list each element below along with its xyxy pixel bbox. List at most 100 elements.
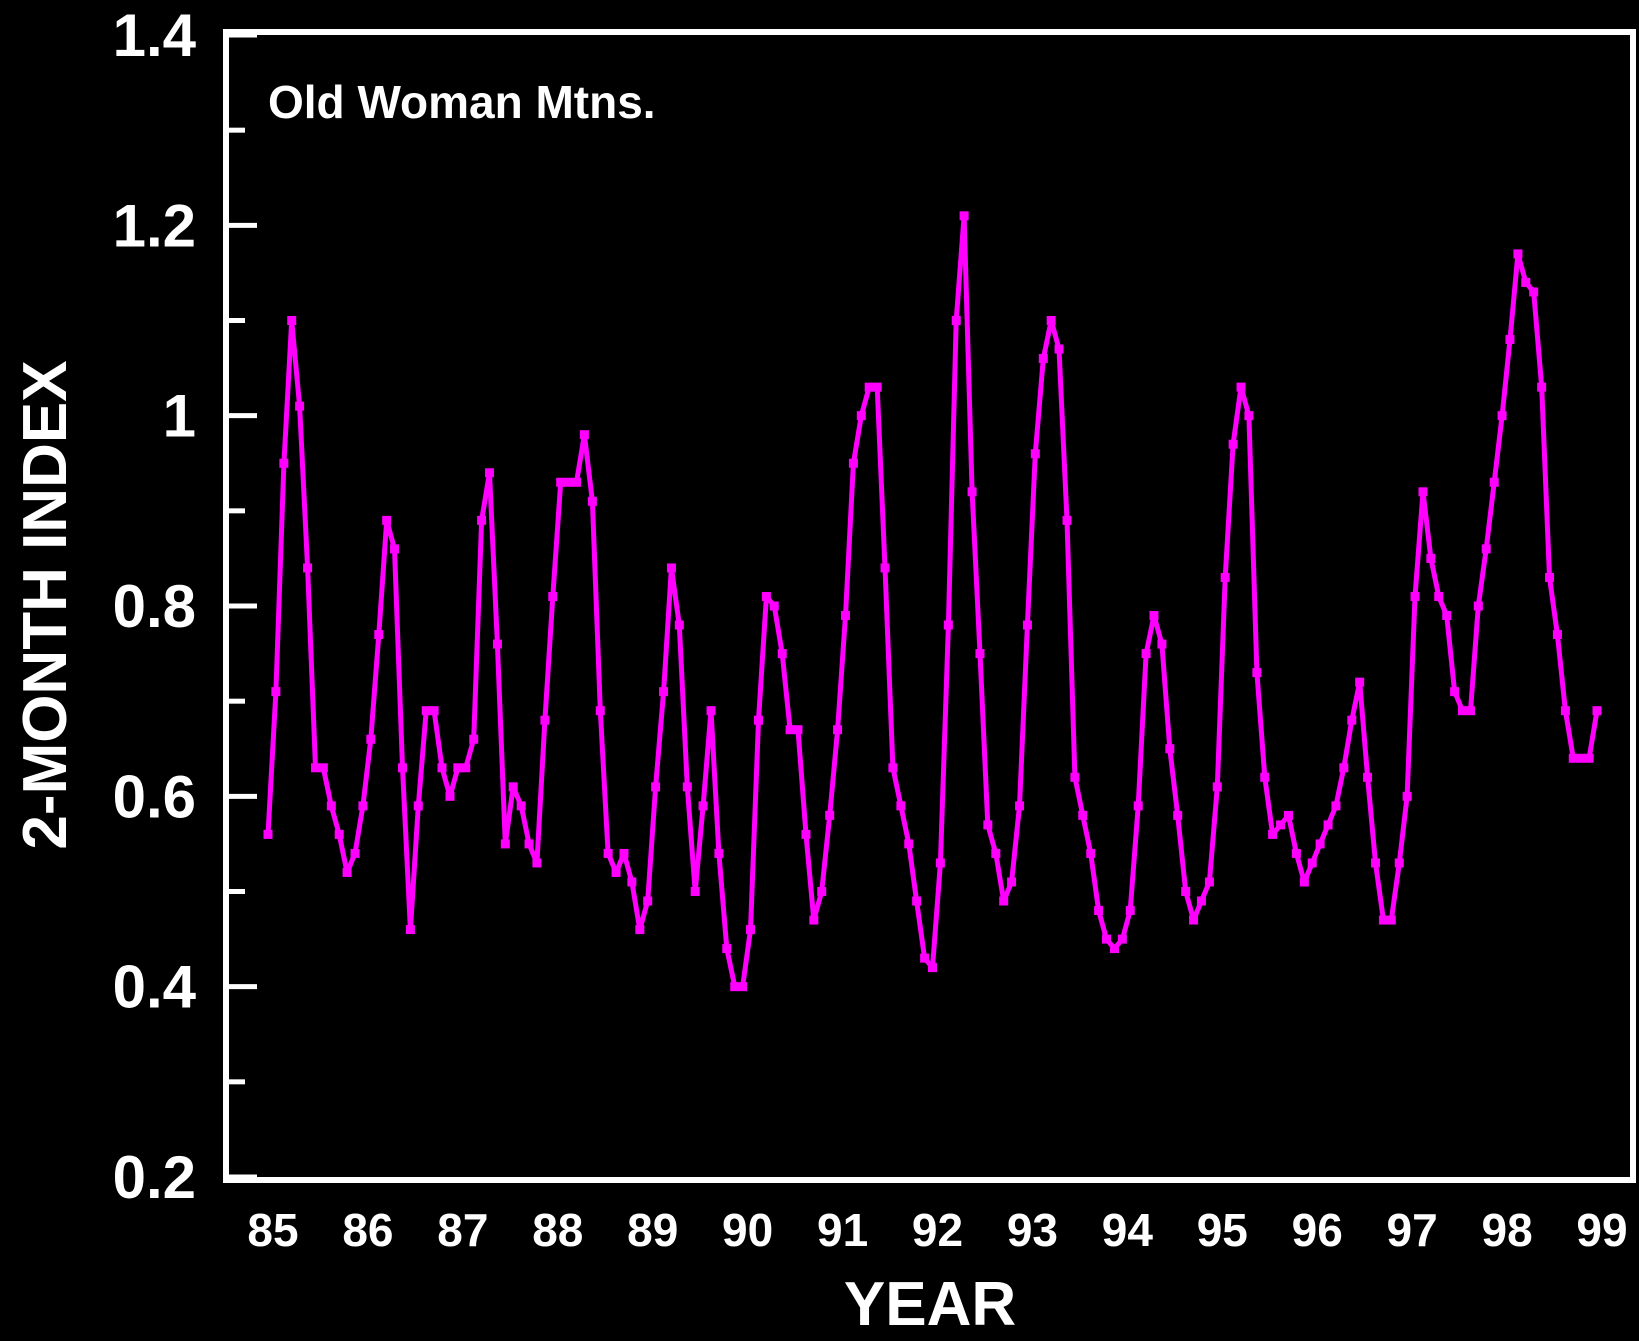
data-point [904,839,914,849]
data-point [1457,706,1467,716]
data-point [318,763,328,773]
data-point [1181,887,1191,896]
series-layer [263,211,1602,992]
data-point [1276,820,1286,830]
data-point [1537,382,1547,392]
data-point [1426,553,1436,563]
data-point [1339,763,1349,773]
data-point [912,896,922,906]
data-point [1244,411,1254,421]
data-point [785,725,795,735]
data-point [437,763,447,773]
x-tick-label: 97 [1387,1204,1438,1256]
x-tick-label: 85 [247,1204,298,1256]
x-tick-label: 99 [1576,1204,1627,1256]
data-point [1465,706,1475,716]
y-tick-label: 0.4 [113,954,197,1021]
data-point [1291,848,1301,858]
data-point [848,458,858,468]
data-point [991,848,1001,858]
data-point [366,734,376,744]
data-point [579,430,589,440]
x-tick-label: 88 [532,1204,583,1256]
y-tick-label: 1 [163,383,196,450]
data-point [1228,439,1238,449]
data-point [793,725,803,735]
data-point [516,801,526,811]
data-point [1481,544,1491,554]
data-point [390,544,400,554]
data-point [627,877,637,887]
data-point [1283,810,1293,820]
data-point [1109,944,1119,954]
data-point [1473,601,1483,611]
data-point [730,982,740,992]
data-point [1560,706,1570,716]
data-point [1402,791,1412,801]
data-point [840,611,850,621]
data-point [1347,715,1357,725]
data-point [1442,611,1452,621]
data-point [350,848,360,858]
y-tick-label: 0.2 [113,1144,196,1211]
data-point [1545,572,1555,582]
data-point [1189,915,1199,925]
data-point [753,715,763,725]
data-point [445,791,455,801]
data-point [287,316,297,325]
data-point [1418,487,1428,497]
data-point [429,706,439,716]
data-point [374,630,384,640]
plot-area-frame [223,29,1636,1183]
data-point [358,801,368,811]
data-point [1204,877,1214,887]
y-tick-label: 0.6 [113,763,196,830]
data-point [1378,915,1388,925]
data-point [1141,649,1151,659]
data-point [690,887,700,896]
data-point [722,944,732,954]
data-point [595,706,605,716]
data-point [943,620,953,630]
data-point [1117,934,1127,944]
data-point [801,829,811,839]
data-point [1394,858,1404,868]
data-point [342,867,352,877]
data-point [1054,344,1064,354]
data-point [524,839,534,849]
x-tick-label: 92 [912,1204,963,1256]
data-point [959,211,969,221]
data-point [334,829,344,839]
data-point [1331,801,1341,811]
data-point [1497,411,1507,421]
x-tick-label: 91 [817,1204,868,1256]
data-point [761,591,771,601]
data-point [682,782,692,792]
data-point [1086,848,1096,858]
data-point [714,848,724,858]
x-axis-ticks: 85 86 87 88 89 90 91 92 93 94 95 96 97 98 99 [247,1204,1627,1256]
data-point [1529,287,1539,297]
data-point [809,915,819,925]
data-point [1386,915,1396,925]
data-point [461,763,471,773]
data-point [1513,249,1523,259]
data-point [405,925,415,935]
data-point [935,858,945,868]
data-point [469,734,479,744]
data-point [999,896,1009,906]
data-point [508,782,518,792]
data-point [1125,906,1135,916]
x-tick-label: 94 [1102,1204,1154,1256]
data-point [1196,896,1206,906]
data-point [888,763,898,773]
data-point [540,715,550,725]
data-point [548,591,558,601]
data-point [1157,639,1167,649]
data-point [967,487,977,497]
data-point [1007,877,1017,887]
data-point [484,468,494,478]
data-point [611,867,621,877]
